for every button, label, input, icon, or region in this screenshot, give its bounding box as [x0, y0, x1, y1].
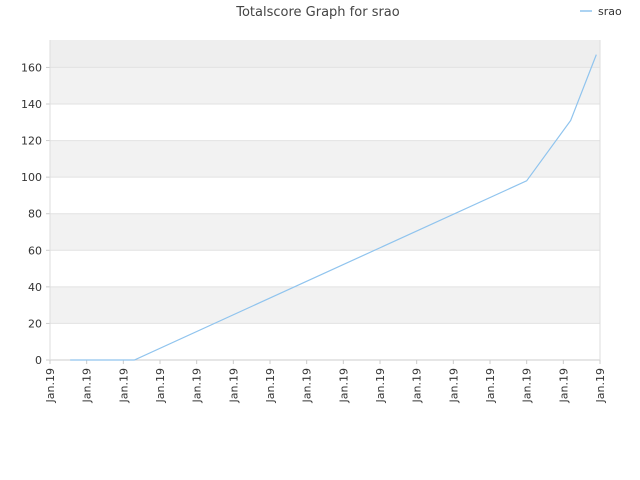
- y-tick-label: 160: [21, 61, 42, 74]
- y-tick-label: 140: [21, 98, 42, 111]
- x-tick-label: Jan.19: [117, 368, 130, 403]
- plot-band: [50, 67, 600, 104]
- plot-band: [50, 250, 600, 287]
- chart-title: Totalscore Graph for srao: [235, 5, 400, 20]
- x-tick-label: Jan.19: [154, 368, 167, 403]
- y-tick-label: 60: [28, 244, 42, 257]
- x-tick-label: Jan.19: [337, 368, 350, 403]
- x-tick-label: Jan.19: [594, 368, 607, 403]
- plot-band: [50, 323, 600, 360]
- y-tick-label: 120: [21, 135, 42, 148]
- plot-band: [50, 140, 600, 178]
- y-tick-label: 100: [21, 171, 42, 184]
- x-tick-label: Jan.19: [191, 368, 204, 403]
- plot-band: [50, 286, 600, 324]
- x-tick-label: Jan.19: [227, 368, 240, 403]
- x-tick-label: Jan.19: [264, 368, 277, 403]
- y-tick-label: 40: [28, 281, 42, 294]
- plot-band: [50, 177, 600, 214]
- x-tick-label: Jan.19: [374, 368, 387, 403]
- x-tick-label: Jan.19: [447, 368, 460, 403]
- x-tick-label: Jan.19: [557, 368, 570, 403]
- x-tick-label: Jan.19: [521, 368, 534, 403]
- y-tick-label: 80: [28, 208, 42, 221]
- series-line: [70, 54, 597, 361]
- y-tick-label: 20: [28, 317, 42, 330]
- x-tick-label: Jan.19: [411, 368, 424, 403]
- plot-band: [50, 104, 600, 141]
- plot-band: [50, 40, 600, 68]
- x-tick-label: Jan.19: [484, 368, 497, 403]
- plot-band: [50, 213, 600, 251]
- y-tick-label: 0: [35, 354, 42, 367]
- legend-label: srao: [598, 5, 622, 18]
- x-tick-label: Jan.19: [44, 368, 57, 403]
- x-tick-label: Jan.19: [81, 368, 94, 403]
- x-tick-label: Jan.19: [301, 368, 314, 403]
